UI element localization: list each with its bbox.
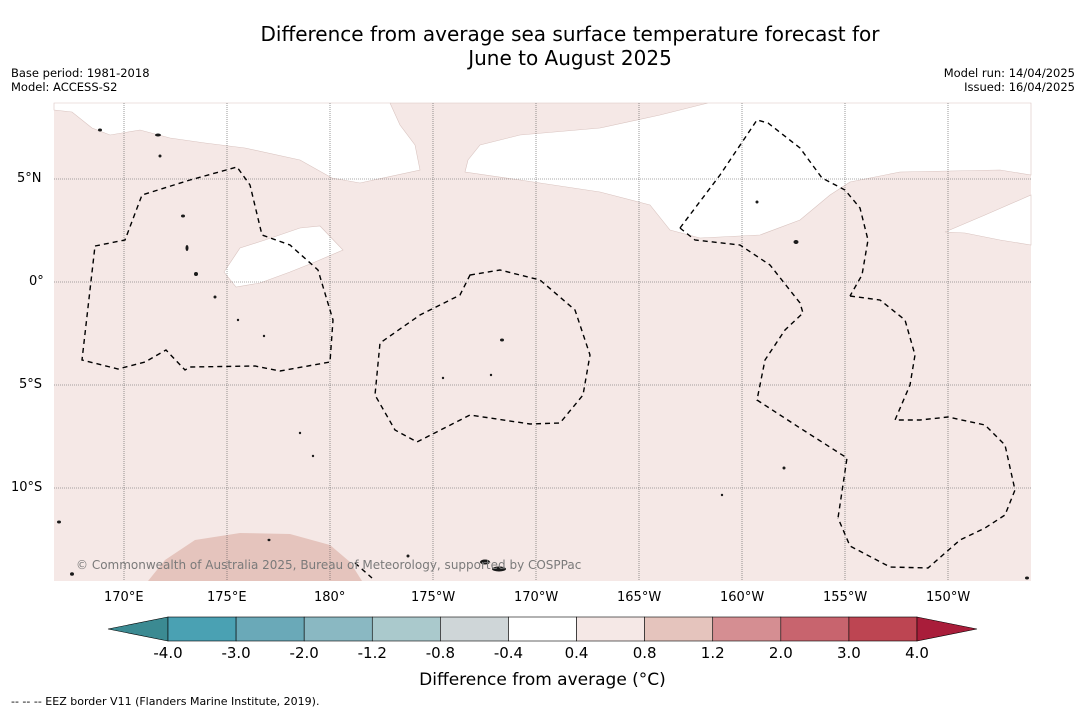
colorbar-tick-label: 0.8 bbox=[632, 644, 657, 662]
colorbar-cell bbox=[440, 616, 509, 642]
near-average-region-north bbox=[53, 102, 421, 184]
eez-footnote: -- -- -- EEZ border V11 (Flanders Marine… bbox=[11, 695, 320, 708]
island bbox=[793, 240, 799, 244]
eez-border-tuvalu-kiribati-west bbox=[81, 166, 334, 372]
colorbar-cell bbox=[780, 616, 850, 642]
lat-label-5n: 5°N bbox=[17, 171, 42, 186]
colorbar-cell bbox=[644, 616, 714, 642]
lon-label-175e: 175°E bbox=[207, 590, 247, 605]
eez-borders bbox=[81, 119, 1016, 579]
island bbox=[213, 295, 217, 299]
colorbar-cell bbox=[848, 616, 918, 642]
meta-right: Model run: 14/04/2025 Issued: 16/04/2025 bbox=[944, 66, 1075, 94]
island bbox=[480, 559, 490, 565]
title-line-2: June to August 2025 bbox=[468, 46, 672, 70]
eez-border-line-islands bbox=[679, 119, 869, 297]
colorbar-cell bbox=[508, 616, 577, 642]
island bbox=[298, 431, 302, 435]
island bbox=[1025, 576, 1029, 580]
issued-date: Issued: 16/04/2025 bbox=[964, 80, 1075, 94]
eez-border-line-islands-south bbox=[679, 227, 848, 519]
colorbar-cell bbox=[235, 616, 305, 642]
lon-label-165w: 165°W bbox=[617, 590, 662, 605]
colorbar-high-extension bbox=[916, 616, 978, 642]
island bbox=[500, 338, 504, 342]
colorbar-tick-label: -0.4 bbox=[493, 644, 524, 662]
colorbar-tick-label: 4.0 bbox=[905, 644, 929, 662]
eez-border-southwest bbox=[354, 562, 373, 579]
model-name: Model: ACCESS-S2 bbox=[11, 80, 118, 94]
colorbar-tick-label: 3.0 bbox=[836, 644, 861, 662]
island bbox=[755, 200, 759, 204]
colorbar-tick-label: -1.2 bbox=[357, 644, 387, 662]
island bbox=[267, 538, 271, 542]
island bbox=[98, 128, 102, 132]
colorbar-tick-label: -2.0 bbox=[289, 644, 319, 662]
colorbar-tick-label: -4.0 bbox=[153, 644, 183, 662]
colorbar-cell bbox=[371, 616, 441, 642]
island bbox=[441, 376, 445, 380]
colorbar-tick-label: 1.2 bbox=[700, 644, 725, 662]
island bbox=[311, 454, 315, 458]
base-period: Base period: 1981-2018 bbox=[11, 66, 150, 80]
colorbar bbox=[107, 616, 978, 642]
island bbox=[492, 566, 506, 572]
island bbox=[185, 245, 189, 251]
title-line-1: Difference from average sea surface temp… bbox=[260, 22, 880, 46]
colorbar-tick-label: -0.8 bbox=[425, 644, 455, 662]
anomaly-field-0.8-1.2 bbox=[148, 533, 362, 581]
near-average-region-equator bbox=[223, 225, 344, 288]
colorbar-cell bbox=[712, 616, 782, 642]
island bbox=[155, 133, 161, 137]
lon-label-160w: 160°W bbox=[720, 590, 765, 605]
colorbar-tick-label: 2.0 bbox=[768, 644, 793, 662]
near-average-region-north-central bbox=[390, 102, 1032, 239]
colorbar-tick-label: 0.4 bbox=[564, 644, 589, 662]
lat-label-10s: 10°S bbox=[11, 480, 43, 495]
island bbox=[782, 466, 786, 470]
island bbox=[181, 214, 185, 218]
colorbar-tick-label: -3.0 bbox=[221, 644, 251, 662]
islands bbox=[57, 128, 1029, 580]
colorbar-low-extension bbox=[107, 616, 169, 642]
eez-border-central bbox=[374, 269, 591, 443]
island bbox=[262, 334, 266, 338]
island bbox=[57, 520, 61, 524]
colorbar-cell bbox=[303, 616, 373, 642]
lon-label-155w: 155°W bbox=[823, 590, 868, 605]
colorbar-cell bbox=[576, 616, 645, 642]
lon-label-150w: 150°W bbox=[926, 590, 971, 605]
meta-left: Base period: 1981-2018 Model: ACCESS-S2 bbox=[11, 66, 150, 94]
island bbox=[194, 272, 198, 276]
colorbar-cell bbox=[167, 616, 237, 642]
map-plot bbox=[53, 102, 1032, 581]
island bbox=[70, 572, 74, 576]
island bbox=[406, 554, 410, 558]
lat-label-0: 0° bbox=[29, 274, 44, 289]
lon-label-170e: 170°E bbox=[104, 590, 144, 605]
map-title: Difference from average sea surface temp… bbox=[0, 22, 1085, 70]
eez-border-east bbox=[837, 295, 1016, 569]
colorbar-title: Difference from average (°C) bbox=[419, 670, 666, 690]
near-average-region-east bbox=[944, 194, 1032, 246]
lat-label-5s: 5°S bbox=[19, 377, 43, 392]
lon-label-175w: 175°W bbox=[411, 590, 456, 605]
island bbox=[158, 154, 162, 158]
lon-label-180: 180° bbox=[314, 590, 346, 605]
island bbox=[720, 493, 724, 497]
lon-label-170w: 170°W bbox=[514, 590, 559, 605]
model-run: Model run: 14/04/2025 bbox=[943, 66, 1075, 80]
copyright-notice: © Commonwealth of Australia 2025, Bureau… bbox=[76, 558, 582, 572]
island bbox=[236, 318, 240, 322]
island bbox=[489, 373, 493, 377]
